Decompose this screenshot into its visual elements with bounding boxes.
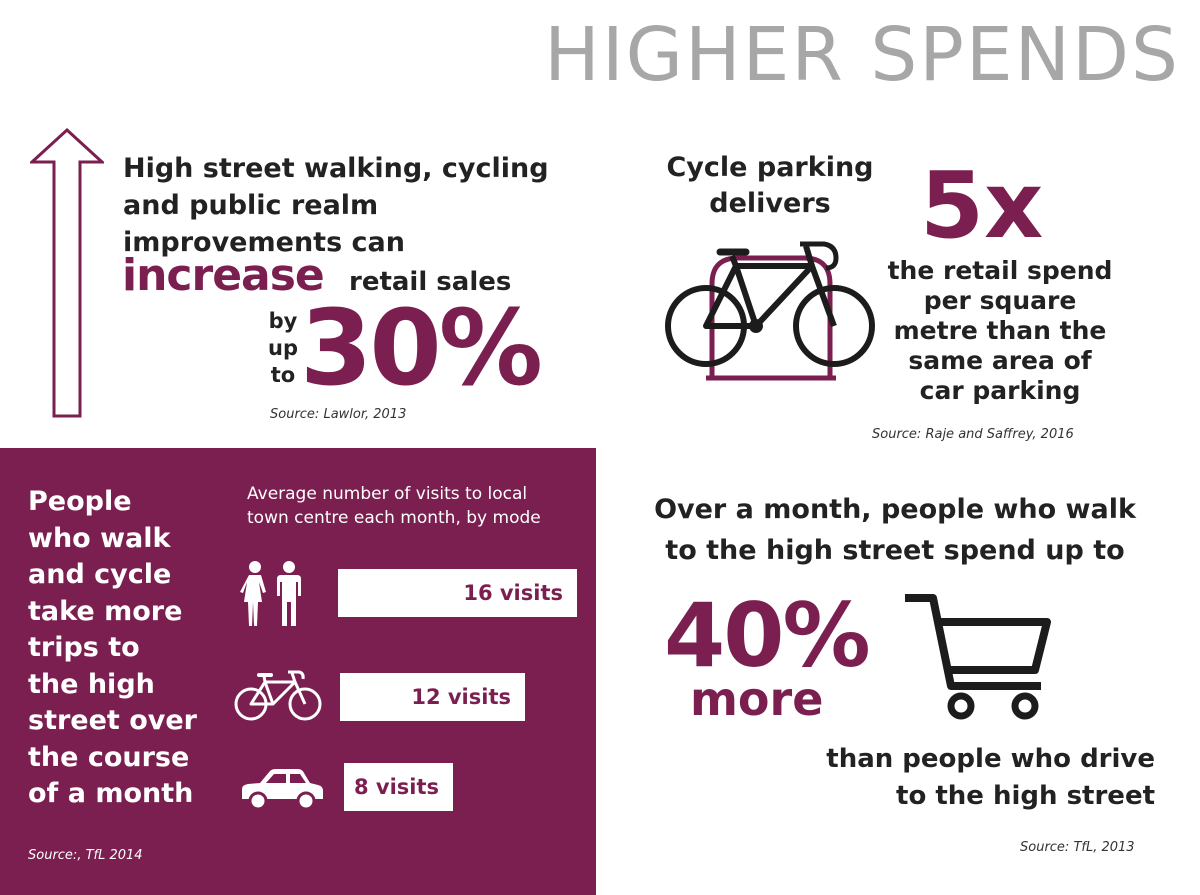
intro-line: delivers: [709, 188, 831, 219]
chart-title-line: Average number of visits to local: [247, 484, 528, 504]
bar-label-walking: 16 visits: [463, 581, 563, 605]
up-arrow-icon: [30, 128, 104, 418]
statement-line: to the high street spend up to: [665, 535, 1125, 566]
bar-label-cycling: 12 visits: [411, 685, 511, 709]
statement-line: improvements can: [123, 227, 405, 258]
source-tfl-2013: Source: TfL, 2013: [1020, 840, 1135, 855]
source-lawlor: Source: Lawlor, 2013: [270, 407, 407, 422]
retail-sales-text: retail sales: [349, 267, 512, 297]
five-x-value: 5x: [920, 152, 1044, 259]
statement-line: who walk: [28, 522, 171, 554]
statement-line: Over a month, people who walk: [654, 494, 1136, 525]
thirty-percent-value: 30%: [300, 287, 543, 409]
by-up-to-text: by up to: [265, 308, 301, 389]
cycle-parking-intro: Cycle parking delivers: [655, 150, 885, 222]
desc-line: the retail spend: [887, 256, 1113, 285]
car-icon: [242, 769, 323, 811]
chart-title: Average number of visits to local town c…: [247, 482, 577, 530]
source-raje-saffrey: Source: Raje and Saffrey, 2016: [872, 427, 1074, 442]
shopping-cart-icon: [905, 594, 1051, 720]
walking-cycling-statement: High street walking, cycling and public …: [123, 150, 549, 261]
bicycle-icon: [234, 670, 322, 721]
intro-line: Cycle parking: [666, 152, 874, 183]
bar-car: 8 visits: [344, 763, 453, 811]
statement-line: the high: [28, 668, 155, 700]
pedestrians-icon: [240, 561, 301, 626]
to-word: to: [270, 363, 296, 387]
statement-line: and public realm: [123, 190, 379, 221]
statement-line: than people who drive: [826, 744, 1155, 774]
bar-walking: 16 visits: [338, 569, 577, 617]
bar-cycling: 12 visits: [340, 673, 525, 721]
source-tfl-2014: Source:, TfL 2014: [28, 848, 143, 863]
retail-spend-description: the retail spend per square metre than t…: [880, 256, 1120, 406]
bar-label-car: 8 visits: [353, 775, 439, 799]
chart-title-line: town centre each month, by mode: [247, 508, 541, 528]
desc-line: per square: [923, 286, 1077, 315]
statement-line: to the high street: [896, 781, 1155, 811]
desc-line: same area of: [908, 346, 1092, 375]
walk-cycle-trips-statement: People who walk and cycle take more trip…: [28, 484, 228, 813]
up-word: up: [268, 336, 298, 360]
spend-statement-bottom: than people who drive to the high street: [800, 741, 1180, 815]
desc-line: car parking: [919, 376, 1081, 405]
statement-line: the course: [28, 741, 190, 773]
bicycle-parking-icon: [665, 241, 875, 381]
statement-line: and cycle: [28, 559, 172, 590]
statement-line: take more: [28, 595, 183, 627]
page-title: HIGHER SPENDS: [544, 12, 1180, 98]
statement-line: street over: [28, 705, 198, 736]
statement-line: trips to: [28, 632, 140, 663]
desc-line: metre than the: [893, 316, 1107, 345]
spend-statement-top: Over a month, people who walk to the hig…: [615, 489, 1175, 571]
statement-line: People: [28, 486, 132, 517]
more-text: more: [690, 672, 824, 726]
statement-line: of a month: [28, 778, 194, 809]
by-word: by: [268, 309, 298, 333]
statement-line: High street walking, cycling: [123, 153, 549, 184]
forty-percent-value: 40%: [664, 584, 871, 687]
increase-emphasis: increase: [122, 250, 325, 301]
